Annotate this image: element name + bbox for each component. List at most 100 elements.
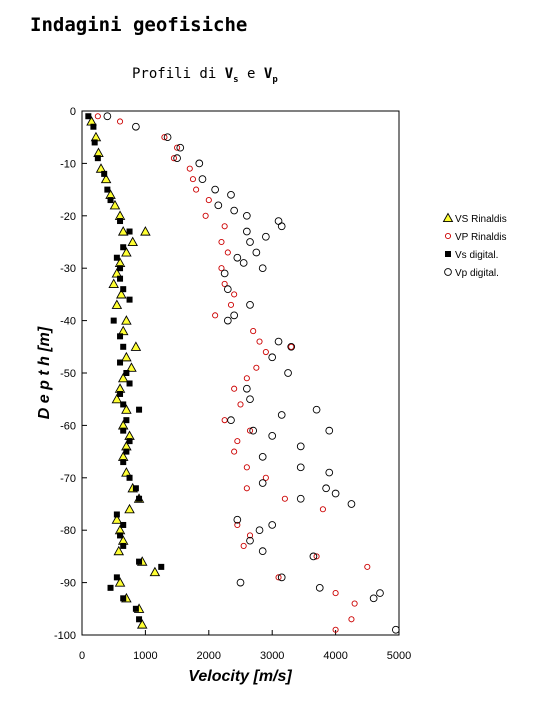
data-point bbox=[161, 134, 168, 141]
data-point bbox=[275, 574, 282, 581]
data-point bbox=[90, 123, 97, 130]
y-tick-label: 0 bbox=[70, 106, 76, 118]
y-tick-label: -60 bbox=[60, 420, 76, 432]
chart-subtitle: Profili di Vs e Vp bbox=[132, 66, 278, 85]
data-point bbox=[268, 353, 277, 362]
y-tick-label: -100 bbox=[54, 630, 76, 642]
data-point bbox=[126, 438, 133, 445]
data-point bbox=[376, 589, 384, 597]
data-point bbox=[221, 417, 228, 424]
x-tick-label: 5000 bbox=[387, 650, 411, 662]
data-point bbox=[227, 301, 235, 308]
data-point bbox=[136, 406, 143, 413]
data-point bbox=[369, 594, 378, 603]
data-point bbox=[351, 600, 358, 607]
data-point bbox=[195, 159, 204, 168]
page-title: Indagini geofisiche bbox=[30, 14, 248, 36]
data-point bbox=[130, 341, 142, 351]
data-point bbox=[242, 384, 251, 393]
series-0 bbox=[86, 116, 161, 629]
data-point bbox=[120, 459, 127, 466]
data-point bbox=[252, 248, 261, 257]
data-point bbox=[277, 411, 286, 419]
legend-label: Vs digital. bbox=[455, 250, 498, 261]
data-point bbox=[113, 511, 120, 518]
data-point bbox=[117, 218, 124, 225]
data-point bbox=[113, 545, 125, 556]
data-point bbox=[325, 468, 334, 477]
data-point bbox=[277, 573, 286, 582]
data-point bbox=[113, 254, 120, 261]
data-point bbox=[268, 521, 277, 529]
data-point bbox=[212, 312, 219, 319]
legend-item: Vp digital. bbox=[444, 268, 499, 279]
data-point bbox=[223, 316, 232, 325]
data-point bbox=[313, 553, 320, 560]
data-point bbox=[117, 390, 124, 397]
legend-marker bbox=[444, 268, 452, 276]
legend-marker bbox=[442, 212, 454, 223]
data-point bbox=[111, 514, 123, 524]
subtitle-prefix: Profili di bbox=[132, 66, 225, 82]
data-point bbox=[249, 426, 258, 435]
data-point bbox=[230, 206, 239, 215]
data-point bbox=[281, 495, 288, 502]
data-point bbox=[262, 232, 270, 241]
data-point bbox=[85, 113, 92, 120]
data-point bbox=[120, 244, 127, 251]
data-point bbox=[256, 338, 263, 345]
data-point bbox=[111, 268, 123, 278]
data-point bbox=[258, 547, 267, 556]
legend-item: VS Rinaldis bbox=[442, 212, 507, 225]
data-point bbox=[246, 395, 254, 404]
data-point bbox=[231, 291, 238, 298]
y-axis-title: D e p t h [m] bbox=[36, 326, 53, 419]
data-point bbox=[277, 222, 286, 231]
data-point bbox=[268, 432, 277, 440]
x-axis-title: Velocity [m/s] bbox=[188, 668, 292, 685]
data-point bbox=[205, 197, 212, 204]
data-point bbox=[123, 417, 130, 424]
data-point bbox=[202, 212, 209, 219]
data-point bbox=[94, 113, 101, 120]
data-point bbox=[149, 566, 161, 577]
data-point bbox=[104, 186, 111, 193]
data-point bbox=[237, 401, 244, 408]
data-point bbox=[221, 280, 228, 287]
data-point bbox=[288, 343, 295, 350]
data-point bbox=[173, 154, 181, 163]
data-point bbox=[227, 416, 235, 425]
data-point bbox=[121, 315, 132, 325]
data-point bbox=[121, 351, 132, 362]
legend-item: Vs digital. bbox=[445, 250, 498, 261]
data-point bbox=[319, 506, 326, 513]
data-point bbox=[198, 175, 207, 183]
data-point bbox=[132, 605, 139, 612]
y-tick-label: -90 bbox=[60, 578, 76, 590]
data-point bbox=[101, 170, 108, 177]
data-point bbox=[120, 595, 127, 602]
data-point bbox=[246, 532, 254, 539]
data-point bbox=[240, 542, 247, 549]
data-point bbox=[174, 144, 181, 151]
x-tick-label: 4000 bbox=[323, 650, 347, 662]
plot-frame bbox=[81, 110, 400, 636]
data-point bbox=[233, 253, 242, 262]
x-tick-label: 3000 bbox=[260, 650, 284, 662]
data-point bbox=[136, 558, 143, 565]
data-point bbox=[239, 259, 248, 267]
data-point bbox=[189, 176, 196, 183]
legend-label: VP Rinaldis bbox=[455, 232, 507, 243]
y-tick-label: -40 bbox=[60, 316, 76, 328]
data-point bbox=[186, 165, 193, 172]
data-point bbox=[214, 201, 223, 210]
data-point bbox=[120, 427, 127, 434]
data-point bbox=[103, 112, 112, 121]
data-point bbox=[325, 426, 334, 435]
y-tick-label: -50 bbox=[60, 368, 76, 380]
data-point bbox=[123, 370, 130, 376]
data-point bbox=[107, 584, 114, 591]
data-point bbox=[116, 118, 124, 125]
data-point bbox=[391, 625, 400, 634]
data-point bbox=[218, 265, 225, 272]
